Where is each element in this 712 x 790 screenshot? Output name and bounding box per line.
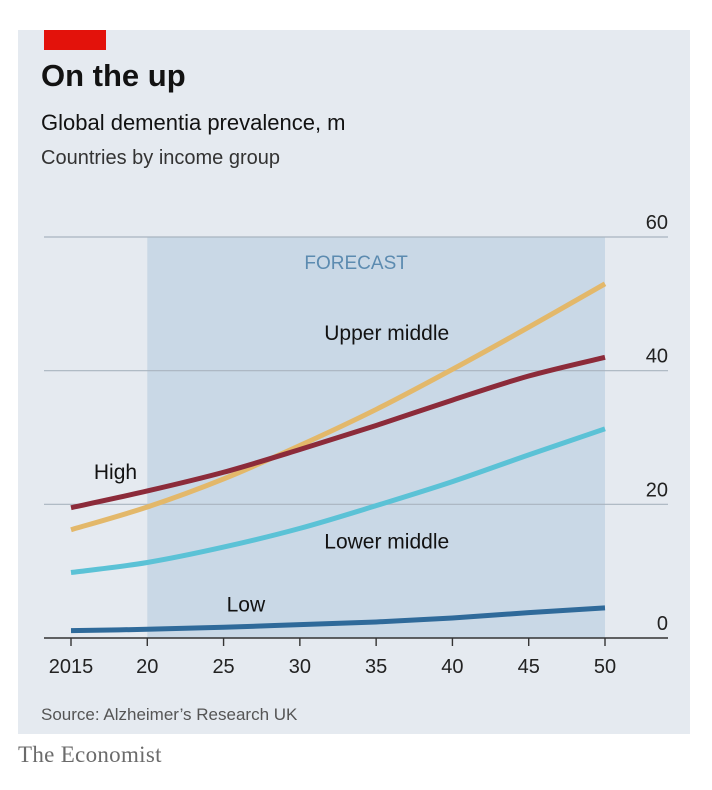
series-line-low (70, 605, 606, 634)
series-line-lower-middle (70, 426, 606, 575)
x-tick-label: 40 (441, 656, 463, 678)
publisher-logo: The Economist (18, 742, 162, 767)
y-tick-label: 40 (646, 346, 668, 368)
series-label-lower-middle: Lower middle (324, 530, 449, 553)
x-tick-label: 45 (518, 656, 540, 678)
x-tick-label: 35 (365, 656, 387, 678)
series-line-upper-middle (70, 281, 607, 533)
forecast-band (147, 237, 606, 638)
series-label-upper-middle: Upper middle (324, 322, 449, 345)
x-tick-label: 30 (289, 656, 311, 678)
series-label-low: Low (227, 593, 266, 616)
source-note: Source: Alzheimer’s Research UK (41, 705, 298, 724)
y-tick-label: 20 (646, 479, 668, 501)
forecast-label: FORECAST (304, 253, 408, 274)
x-tick-label: 50 (594, 656, 616, 678)
series-label-high: High (94, 461, 137, 484)
chart-subtitle: Global dementia prevalence, m (41, 110, 346, 135)
y-tick-label: 0 (657, 613, 668, 635)
x-tick-label: 25 (212, 656, 234, 678)
chart-subtitle-secondary: Countries by income group (41, 147, 281, 169)
x-tick-label: 20 (136, 656, 158, 678)
chart-title: On the up (41, 58, 186, 93)
series-line-high (70, 354, 606, 511)
y-tick-label: 60 (646, 212, 668, 234)
red-tag-mark (44, 30, 106, 50)
x-tick-label: 2015 (49, 656, 94, 678)
